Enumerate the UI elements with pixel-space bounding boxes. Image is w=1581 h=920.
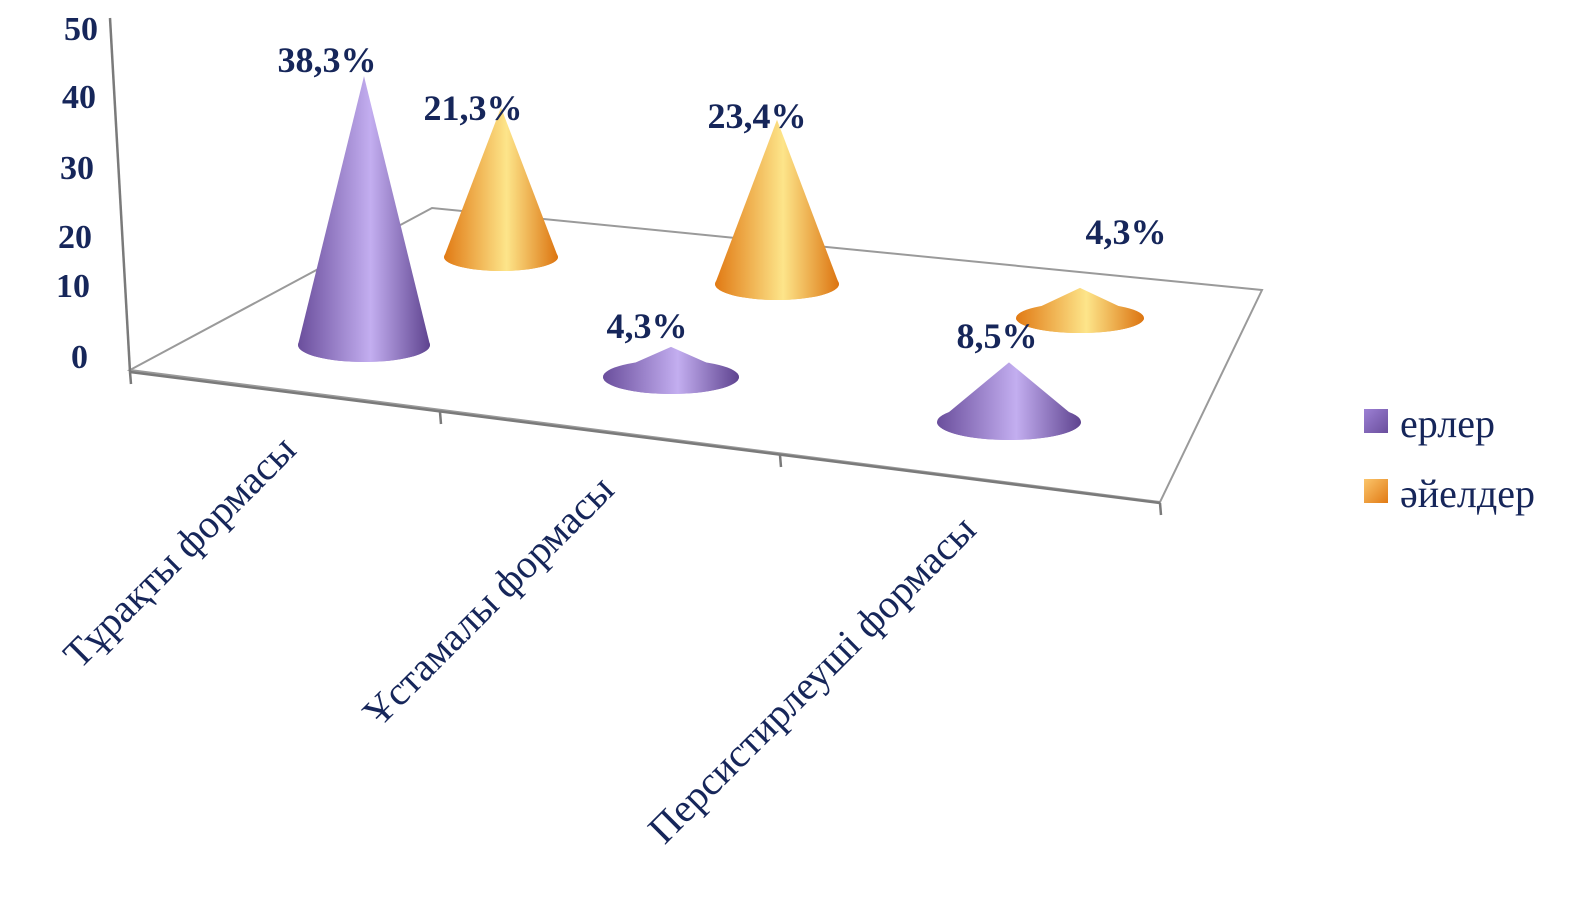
data-label: 8,5% — [957, 316, 1038, 356]
category-label: Тұрақты формасы — [54, 427, 304, 677]
legend-item: әйелдер — [1364, 471, 1535, 516]
x-axis-tick — [1158, 502, 1163, 516]
cone-erler-1 — [603, 346, 739, 394]
x-axis-tick — [128, 371, 133, 385]
y-axis-ticks: 0 10 20 30 40 50 — [56, 11, 98, 376]
y-tick-label: 30 — [60, 150, 94, 187]
y-axis-line — [108, 17, 132, 373]
x-axis-line — [129, 370, 1161, 505]
cone-body — [715, 119, 839, 301]
category-label: Персистирлеуші формасы — [639, 507, 984, 852]
x-axis-tick — [438, 411, 443, 425]
data-label: 4,3% — [607, 306, 688, 346]
y-tick-label: 40 — [62, 79, 96, 116]
legend-label: әйелдер — [1400, 471, 1535, 516]
y-tick-label: 10 — [56, 268, 90, 305]
data-label: 38,3% — [278, 40, 377, 80]
series-cones — [298, 76, 1144, 440]
category-label: Ұстамалы формасы — [354, 467, 623, 736]
cone-ayelder-2 — [1016, 287, 1144, 333]
y-tick-label: 20 — [58, 219, 92, 256]
category-labels: Тұрақты формасы Ұстамалы формасы Персистир… — [54, 427, 984, 852]
legend-swatch — [1364, 479, 1388, 503]
cone-body — [937, 362, 1081, 440]
cone-body — [1016, 287, 1144, 333]
data-label: 4,3% — [1086, 212, 1167, 252]
cone-erler-2 — [937, 362, 1081, 440]
y-tick-label: 0 — [71, 339, 88, 376]
cone-ayelder-0 — [444, 107, 558, 271]
x-axis-tick — [778, 454, 783, 468]
y-tick-label: 50 — [64, 11, 98, 48]
cone-ayelder-1 — [715, 119, 839, 301]
data-label: 23,4% — [708, 96, 807, 136]
legend-item: ерлер — [1364, 401, 1495, 446]
cone-erler-0 — [298, 76, 430, 362]
cone-body — [603, 346, 739, 394]
legend: ерлер әйелдер — [1364, 401, 1535, 516]
data-labels: 21,3% 23,4% 4,3% 38,3% 4,3% 8,5% — [278, 40, 1167, 356]
cone-body — [298, 76, 430, 362]
legend-swatch — [1364, 409, 1388, 433]
cone-body — [444, 107, 558, 271]
legend-label: ерлер — [1400, 401, 1495, 446]
data-label: 21,3% — [424, 88, 523, 128]
